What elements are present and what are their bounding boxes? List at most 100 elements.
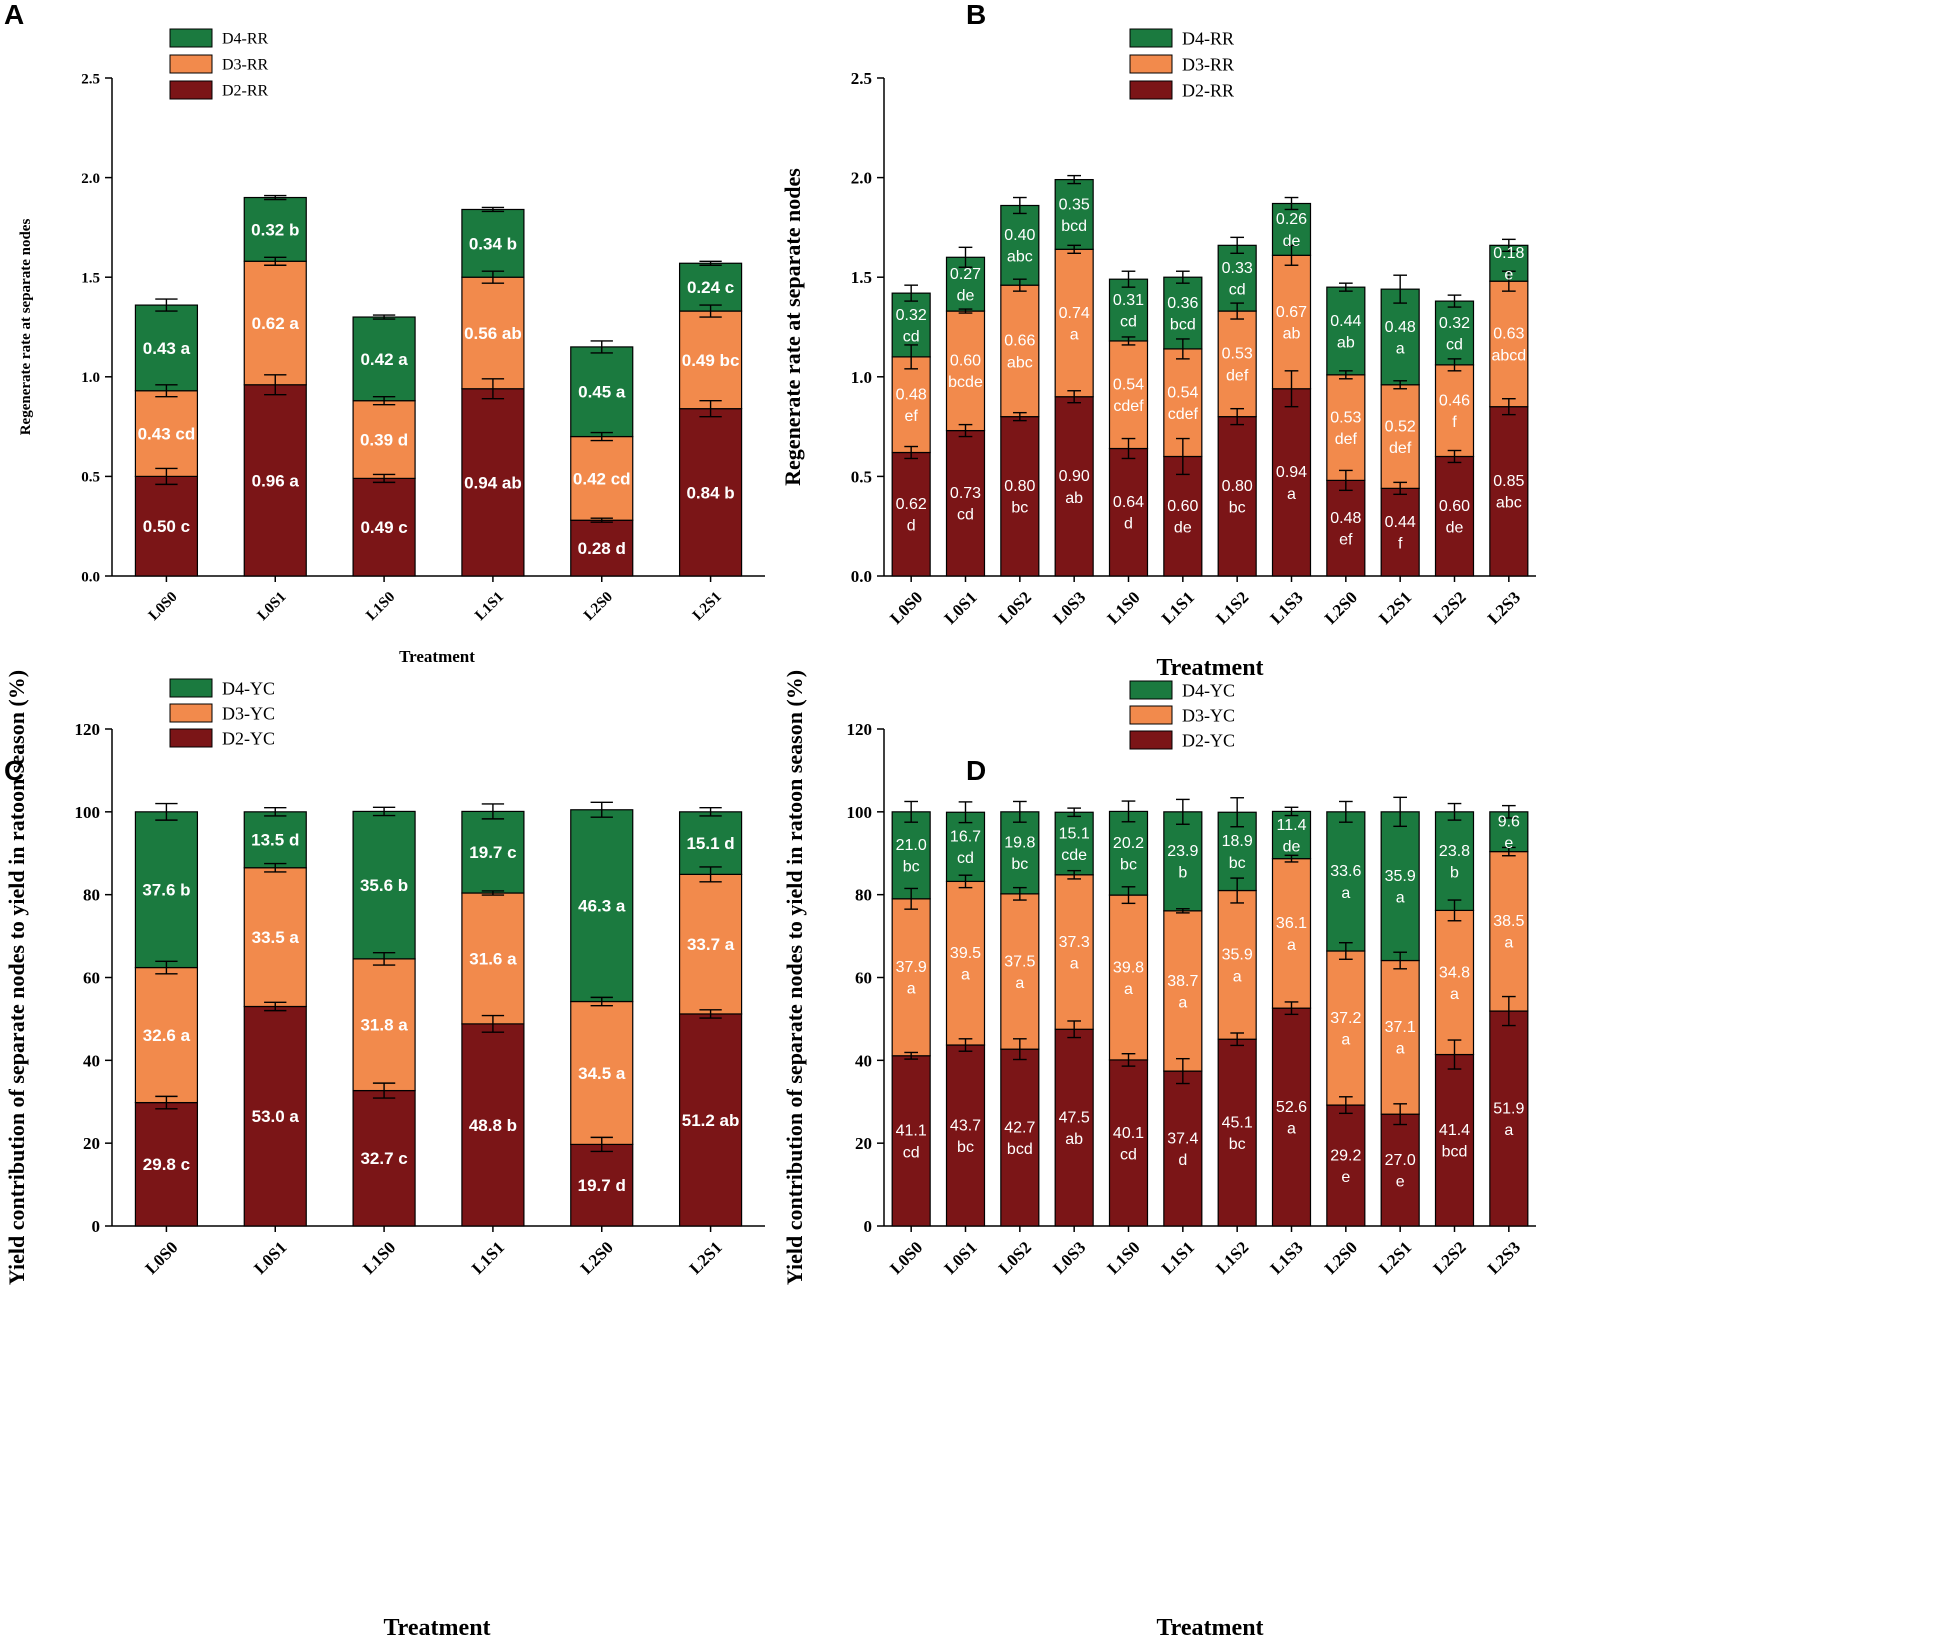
- error-bar: [1393, 1103, 1408, 1126]
- x-axis-title-d: Treatment: [1156, 1615, 1263, 1641]
- data-label-line: 0.62: [896, 496, 927, 513]
- data-label-line: 0.67: [1276, 304, 1307, 321]
- y-axis-title-b: Regenerate rate at separate nodes: [780, 168, 805, 486]
- error-bar: [372, 806, 396, 817]
- bar-segment-d2-rr: [1489, 406, 1529, 577]
- data-label: 0.66 abc: [1004, 333, 1035, 372]
- error-bar: [1284, 806, 1299, 817]
- error-bar: [481, 206, 505, 213]
- data-label: 0.48 a: [1385, 319, 1416, 358]
- data-label-line: 37.6 b: [142, 881, 190, 900]
- x-tick-label-d: L1S1: [1158, 1238, 1198, 1278]
- legend-label-d2-yc: D2-YC: [222, 728, 275, 748]
- error-bar: [1393, 796, 1408, 828]
- data-label-line: e: [1341, 1169, 1350, 1186]
- data-label: 42.7 bcd: [1004, 1119, 1035, 1158]
- x-tick-label-d: L2S3: [1484, 1238, 1524, 1278]
- data-label-line: abc: [1007, 354, 1033, 371]
- data-label: 32.6 a: [143, 1026, 191, 1045]
- data-label: 0.39 d: [360, 430, 408, 449]
- error-bar: [264, 256, 287, 266]
- bar-segment-d2-yc: [891, 1055, 931, 1227]
- data-label: 40.1 cd: [1113, 1125, 1144, 1164]
- data-label-line: 19.8: [1004, 835, 1035, 852]
- bar-segment-d2-yc: [678, 1013, 743, 1227]
- error-bar: [1012, 800, 1027, 823]
- x-tick-label-d: L0S1: [941, 1238, 981, 1278]
- bar-segment-d4-rr: [1217, 244, 1257, 312]
- data-label-line: a: [1504, 1122, 1513, 1139]
- error-bar: [590, 340, 613, 354]
- data-label-line: 0.43 cd: [138, 425, 196, 444]
- data-label-line: 0.49 c: [360, 518, 407, 537]
- x-tick-label-b: L1S1: [1158, 588, 1198, 628]
- data-label: 19.7 d: [578, 1176, 626, 1195]
- bar-segment-d3-rr: [1271, 254, 1312, 390]
- error-bar: [481, 378, 505, 400]
- error-bar: [1121, 886, 1136, 905]
- legend-label-d2-rr: D2-RR: [1182, 80, 1234, 100]
- bar-segment-d4-yc: [1163, 811, 1203, 912]
- y-tick-label-c: 80: [83, 886, 100, 905]
- x-tick-label-a: L1S1: [472, 589, 507, 624]
- bar-segment-d2-rr: [1000, 416, 1040, 577]
- error-bar: [155, 802, 178, 821]
- data-label: 0.27 de: [950, 266, 981, 305]
- bar-segment-d2-rr: [1217, 416, 1257, 577]
- x-tick-label-c: L2S1: [686, 1238, 726, 1278]
- error-bar: [904, 445, 919, 460]
- legend-label-d4-yc: D4-YC: [222, 678, 275, 698]
- error-bar: [590, 1136, 613, 1153]
- data-label: 0.32 cd: [896, 307, 927, 346]
- data-label: 16.7 cd: [950, 829, 981, 868]
- data-label-line: 31.6 a: [469, 949, 517, 968]
- legend-label-d2-rr: D2-RR: [222, 83, 269, 100]
- data-label-line: bc: [957, 1139, 974, 1156]
- data-label: 0.64 d: [1113, 494, 1144, 533]
- x-tick-label-b: L1S2: [1212, 588, 1252, 628]
- bar-segment-d4-yc: [1434, 811, 1475, 912]
- data-label-line: def: [1335, 431, 1358, 448]
- data-label: 11.4 de: [1277, 817, 1307, 856]
- data-label-line: bc: [903, 859, 920, 876]
- bar-segment-d2-yc: [945, 1044, 986, 1227]
- data-label: 0.96 a: [252, 471, 300, 490]
- data-label-line: 0.42 a: [360, 350, 408, 369]
- x-axis-title-c: Treatment: [383, 1615, 490, 1641]
- y-tick-label-d: 0: [864, 1217, 873, 1236]
- data-label: 0.56 ab: [464, 324, 522, 343]
- bar-segment-d3-rr: [461, 276, 525, 390]
- error-bar: [590, 517, 613, 523]
- data-label-line: 0.42 cd: [573, 469, 631, 488]
- data-label: 47.5 ab: [1059, 1109, 1090, 1148]
- bar-segment-d3-rr: [1217, 310, 1257, 418]
- bar-segment-d3-yc: [1108, 894, 1149, 1061]
- data-label-line: d: [907, 518, 916, 535]
- data-label-line: ef: [904, 408, 918, 425]
- y-tick-label-d: 60: [855, 968, 872, 987]
- data-label-line: 0.39 d: [360, 430, 408, 449]
- error-bar: [699, 260, 722, 266]
- data-label-line: 21.0: [896, 837, 927, 854]
- error-bar: [1067, 807, 1082, 818]
- data-label-line: a: [1287, 486, 1296, 503]
- error-bar: [1338, 1096, 1353, 1115]
- bar-segment-d4-yc: [1000, 811, 1040, 895]
- legend-swatch-d2-yc: [1129, 730, 1173, 750]
- error-bar: [1284, 196, 1299, 211]
- data-label-line: a: [1450, 986, 1459, 1003]
- error-bar: [1012, 411, 1027, 422]
- data-label-line: cd: [1120, 1146, 1137, 1163]
- x-tick-label-a: L2S0: [581, 589, 616, 624]
- error-bar: [1230, 877, 1245, 904]
- error-bar: [372, 1082, 396, 1099]
- data-label-line: a: [1396, 890, 1405, 907]
- error-bar: [699, 806, 722, 817]
- data-label-line: 32.6 a: [143, 1026, 191, 1045]
- data-label-line: 0.32: [896, 307, 927, 324]
- data-label: 19.7 c: [469, 843, 516, 862]
- data-label: 37.9 a: [896, 959, 927, 998]
- data-label-line: 40.1: [1113, 1125, 1144, 1142]
- data-label-line: 13.5 d: [251, 831, 299, 850]
